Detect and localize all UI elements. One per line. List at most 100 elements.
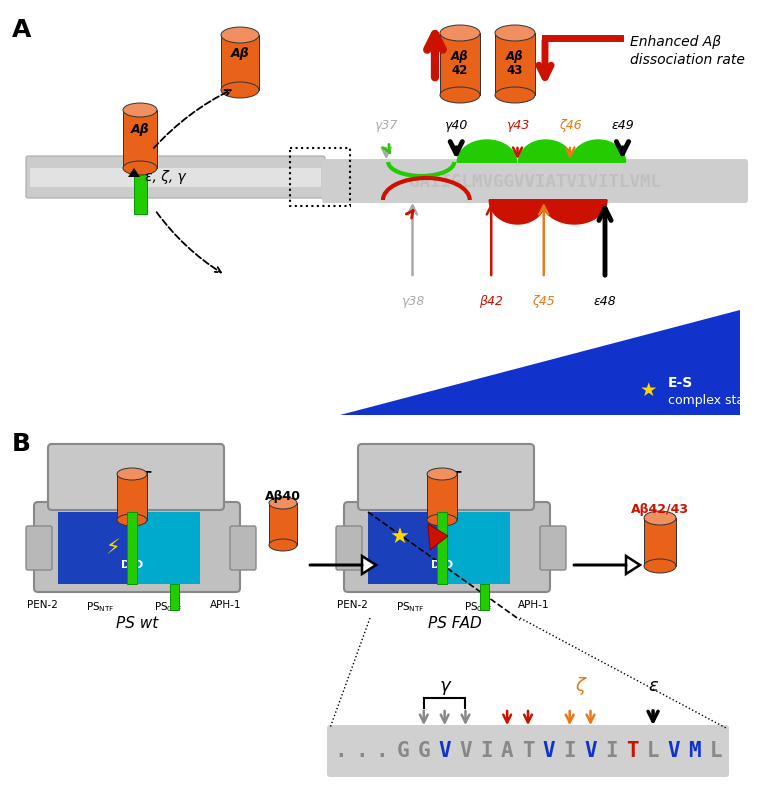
Text: PS FAD: PS FAD xyxy=(428,616,482,631)
Text: complex stability: complex stability xyxy=(668,393,768,406)
Bar xyxy=(368,512,446,584)
Text: NCT: NCT xyxy=(430,470,462,484)
FancyBboxPatch shape xyxy=(322,159,748,203)
Bar xyxy=(644,518,676,566)
Bar xyxy=(479,584,488,610)
Text: ★: ★ xyxy=(639,380,657,400)
Text: β42: β42 xyxy=(479,295,503,308)
Text: γ37: γ37 xyxy=(375,119,398,132)
Bar xyxy=(134,140,147,214)
Text: PS$_\mathregular{NTF}$: PS$_\mathregular{NTF}$ xyxy=(86,600,114,614)
FancyBboxPatch shape xyxy=(540,526,566,570)
Text: ★: ★ xyxy=(390,528,410,548)
FancyBboxPatch shape xyxy=(336,526,362,570)
Bar xyxy=(136,512,200,584)
Ellipse shape xyxy=(117,468,147,480)
Text: T: T xyxy=(521,741,535,761)
Text: NCT: NCT xyxy=(121,470,152,484)
FancyBboxPatch shape xyxy=(358,444,534,510)
Text: PEN-2: PEN-2 xyxy=(27,600,58,610)
Ellipse shape xyxy=(440,87,480,103)
Text: Enhanced Aβ: Enhanced Aβ xyxy=(630,35,721,49)
Text: ζ45: ζ45 xyxy=(532,295,555,308)
FancyBboxPatch shape xyxy=(34,502,240,592)
Ellipse shape xyxy=(495,25,535,41)
Polygon shape xyxy=(428,524,448,550)
Text: T: T xyxy=(626,741,638,761)
Text: GAIIGLMVGGVVIATVIVITLVML: GAIIGLMVGGVVIATVIVITLVML xyxy=(409,173,661,191)
Ellipse shape xyxy=(123,103,157,117)
Text: PS$_\mathregular{CTF}$: PS$_\mathregular{CTF}$ xyxy=(464,600,492,614)
Text: D: D xyxy=(134,560,144,570)
Bar xyxy=(117,474,147,520)
Polygon shape xyxy=(457,140,517,162)
Text: γ43: γ43 xyxy=(506,119,529,132)
Bar xyxy=(446,512,510,584)
Text: γ40: γ40 xyxy=(445,119,468,132)
Text: D: D xyxy=(121,560,131,570)
Text: Aβ40: Aβ40 xyxy=(265,490,301,503)
Text: PS$_\mathregular{CTF}$: PS$_\mathregular{CTF}$ xyxy=(154,600,182,614)
FancyBboxPatch shape xyxy=(327,725,729,777)
Text: Aβ: Aβ xyxy=(230,47,250,60)
FancyBboxPatch shape xyxy=(344,502,550,592)
Ellipse shape xyxy=(269,539,297,551)
Ellipse shape xyxy=(123,161,157,175)
FancyBboxPatch shape xyxy=(26,526,52,570)
Text: V: V xyxy=(542,741,555,761)
Bar xyxy=(58,512,136,584)
Text: ⚡: ⚡ xyxy=(106,538,121,558)
Ellipse shape xyxy=(221,82,259,98)
Text: V: V xyxy=(667,741,680,761)
Bar xyxy=(221,35,259,90)
Text: APH-1: APH-1 xyxy=(210,600,242,610)
Text: D: D xyxy=(445,560,454,570)
Text: I: I xyxy=(564,741,576,761)
Ellipse shape xyxy=(427,468,457,480)
Ellipse shape xyxy=(644,559,676,573)
FancyBboxPatch shape xyxy=(230,526,256,570)
Text: V: V xyxy=(584,741,597,761)
Text: APH-1: APH-1 xyxy=(518,600,550,610)
Text: .: . xyxy=(355,741,368,761)
Bar xyxy=(123,110,157,168)
Polygon shape xyxy=(541,200,607,224)
Text: V: V xyxy=(459,741,472,761)
Text: I: I xyxy=(480,741,492,761)
Text: 43: 43 xyxy=(507,64,523,77)
Polygon shape xyxy=(518,140,573,162)
Text: ε, ζ, γ: ε, ζ, γ xyxy=(145,170,186,184)
Bar xyxy=(30,167,321,187)
Text: ε48: ε48 xyxy=(594,295,617,308)
Text: PS$_\mathregular{NTF}$: PS$_\mathregular{NTF}$ xyxy=(396,600,424,614)
Text: PS wt: PS wt xyxy=(116,616,158,631)
Text: G: G xyxy=(396,741,409,761)
FancyBboxPatch shape xyxy=(48,444,224,510)
Bar xyxy=(437,512,447,584)
Ellipse shape xyxy=(427,514,457,526)
FancyBboxPatch shape xyxy=(26,156,325,198)
Ellipse shape xyxy=(117,514,147,526)
Text: Aβ: Aβ xyxy=(452,50,468,63)
Text: Aβ: Aβ xyxy=(506,50,524,63)
Bar xyxy=(427,474,457,520)
Text: dissociation rate: dissociation rate xyxy=(630,53,745,67)
Bar xyxy=(269,503,297,545)
Text: Aβ: Aβ xyxy=(131,123,149,136)
Text: Aβ42/43: Aβ42/43 xyxy=(631,503,689,516)
Polygon shape xyxy=(571,140,625,162)
Bar xyxy=(127,512,137,584)
Ellipse shape xyxy=(221,27,259,43)
Ellipse shape xyxy=(644,511,676,525)
Text: G: G xyxy=(418,741,430,761)
Text: M: M xyxy=(688,741,701,761)
Text: γ: γ xyxy=(439,677,450,695)
Bar xyxy=(495,33,535,95)
Text: V: V xyxy=(439,741,451,761)
Ellipse shape xyxy=(495,87,535,103)
Text: B: B xyxy=(12,432,31,456)
Ellipse shape xyxy=(269,497,297,509)
Text: .: . xyxy=(376,741,389,761)
Text: ε: ε xyxy=(648,677,658,695)
Text: ζ: ζ xyxy=(575,677,585,695)
